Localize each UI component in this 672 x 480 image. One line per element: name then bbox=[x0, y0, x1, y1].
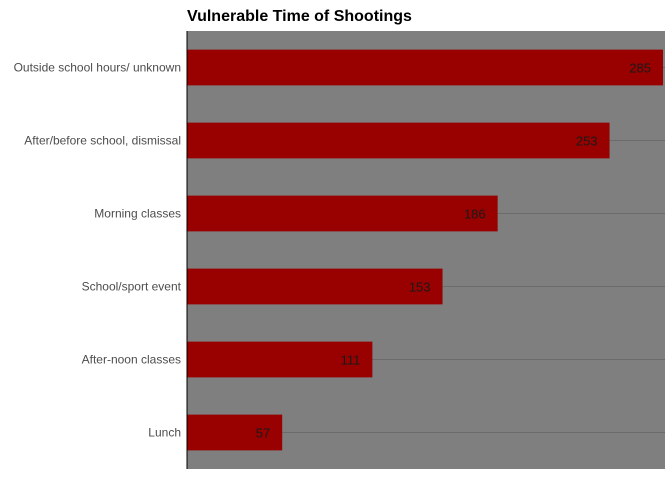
bars bbox=[187, 49, 663, 451]
bar bbox=[187, 341, 373, 378]
category-label: Morning classes bbox=[94, 207, 181, 221]
data-labels: 285 253 186 153 111 57 bbox=[256, 61, 651, 441]
category-label: Lunch bbox=[148, 426, 181, 440]
category-label: After/before school, dismissal bbox=[24, 134, 181, 148]
plot-panel bbox=[187, 31, 665, 469]
bar bbox=[187, 122, 610, 159]
bar-value-label: 153 bbox=[409, 280, 431, 295]
bar-value-label: 111 bbox=[341, 353, 361, 368]
bar bbox=[187, 268, 443, 305]
bar-value-label: 253 bbox=[576, 134, 598, 149]
bar-value-label: 57 bbox=[256, 426, 270, 441]
bar bbox=[187, 195, 498, 232]
bar bbox=[187, 49, 663, 86]
category-label: Outside school hours/ unknown bbox=[14, 61, 181, 75]
bar-value-label: 285 bbox=[629, 61, 651, 76]
chart-title: Vulnerable Time of Shootings bbox=[187, 8, 412, 25]
bar-value-label: 186 bbox=[464, 207, 486, 222]
category-label: After-noon classes bbox=[82, 353, 181, 367]
bar bbox=[187, 414, 283, 451]
category-labels: Outside school hours/ unknown After/befor… bbox=[14, 61, 182, 440]
category-label: School/sport event bbox=[82, 280, 182, 294]
